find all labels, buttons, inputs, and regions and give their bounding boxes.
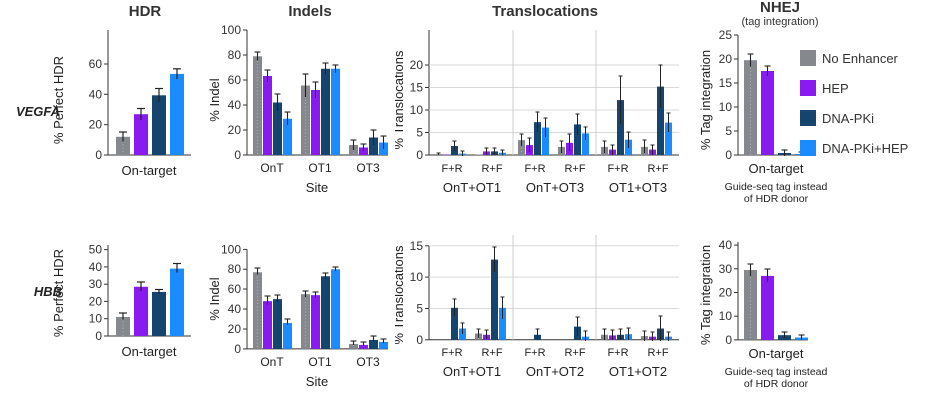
- svg-text:60: 60: [228, 282, 242, 296]
- svg-text:0: 0: [725, 148, 732, 162]
- svg-text:% Translocations: % Translocations: [395, 245, 406, 344]
- svg-text:Indels: Indels: [288, 3, 331, 20]
- svg-text:20: 20: [410, 58, 424, 72]
- svg-text:20: 20: [719, 286, 733, 300]
- svg-text:OnT: OnT: [260, 161, 284, 175]
- svg-text:0: 0: [725, 333, 732, 347]
- svg-text:40: 40: [228, 302, 242, 316]
- svg-text:R+F: R+F: [564, 347, 585, 359]
- svg-text:OnT: OnT: [260, 355, 284, 369]
- svg-text:OT3: OT3: [356, 161, 380, 175]
- svg-text:40: 40: [719, 238, 733, 252]
- svg-text:On-target: On-target: [122, 163, 177, 178]
- svg-text:60: 60: [89, 57, 103, 71]
- svg-text:OT1+OT2: OT1+OT2: [609, 364, 667, 379]
- svg-text:40: 40: [228, 98, 242, 112]
- svg-text:OnT+OT3: OnT+OT3: [526, 180, 584, 195]
- svg-text:NHEJ: NHEJ: [760, 0, 800, 16]
- svg-text:On-target: On-target: [749, 161, 804, 176]
- svg-text:5: 5: [725, 124, 732, 138]
- svg-text:% Tag integration: % Tag integration: [700, 245, 713, 345]
- svg-text:20: 20: [89, 294, 103, 308]
- svg-text:10: 10: [719, 309, 733, 323]
- svg-text:50: 50: [89, 243, 103, 257]
- svg-text:% Translocations: % Translocations: [395, 50, 406, 149]
- svg-text:15: 15: [410, 239, 424, 253]
- svg-text:30: 30: [89, 277, 103, 291]
- svg-text:Guide-seq tag instead: Guide-seq tag instead: [725, 366, 828, 378]
- svg-text:40: 40: [89, 260, 103, 274]
- svg-text:R+F: R+F: [481, 347, 502, 359]
- svg-text:OT1: OT1: [308, 355, 332, 369]
- svg-text:0: 0: [95, 329, 102, 343]
- svg-text:Site: Site: [306, 180, 328, 195]
- svg-text:10: 10: [410, 103, 424, 117]
- svg-text:Translocations: Translocations: [492, 3, 598, 20]
- svg-text:% Perfect HDR: % Perfect HDR: [51, 56, 66, 144]
- svg-text:25: 25: [719, 28, 733, 42]
- svg-text:F+R: F+R: [607, 347, 628, 359]
- svg-text:0: 0: [416, 148, 423, 162]
- svg-text:F+R: F+R: [524, 347, 545, 359]
- svg-text:OnT+OT1: OnT+OT1: [443, 364, 501, 379]
- svg-text:HDR: HDR: [129, 3, 162, 20]
- svg-text:No Enhancer: No Enhancer: [822, 51, 899, 66]
- svg-text:100: 100: [221, 242, 241, 256]
- svg-text:% Tag integration: % Tag integration: [700, 50, 713, 150]
- svg-text:0: 0: [234, 148, 241, 162]
- svg-text:On-target: On-target: [749, 346, 804, 361]
- svg-text:R+F: R+F: [647, 347, 668, 359]
- svg-text:% Indel: % Indel: [207, 277, 222, 320]
- svg-text:20: 20: [228, 322, 242, 336]
- svg-text:OT1+OT3: OT1+OT3: [609, 180, 667, 195]
- svg-text:15: 15: [719, 76, 733, 90]
- svg-text:0: 0: [95, 148, 102, 162]
- svg-text:15: 15: [410, 81, 424, 95]
- svg-text:OT1: OT1: [308, 161, 332, 175]
- svg-text:5: 5: [416, 302, 423, 316]
- svg-text:80: 80: [228, 262, 242, 276]
- svg-text:10: 10: [89, 312, 103, 326]
- svg-text:30: 30: [719, 262, 733, 276]
- svg-text:20: 20: [719, 52, 733, 66]
- svg-text:10: 10: [719, 100, 733, 114]
- svg-text:% Indel: % Indel: [207, 78, 222, 121]
- svg-text:5: 5: [416, 126, 423, 140]
- svg-text:0: 0: [416, 333, 423, 347]
- svg-text:DNA-PKi+HEP: DNA-PKi+HEP: [822, 141, 908, 156]
- svg-text:F+R: F+R: [441, 347, 462, 359]
- svg-text:F+R: F+R: [441, 163, 462, 175]
- svg-text:20: 20: [89, 118, 103, 132]
- svg-text:R+F: R+F: [481, 163, 502, 175]
- svg-text:DNA-PKi: DNA-PKi: [822, 111, 874, 126]
- svg-text:of HDR donor: of HDR donor: [744, 378, 809, 390]
- svg-text:100: 100: [221, 23, 241, 37]
- svg-text:of HDR donor: of HDR donor: [744, 193, 809, 205]
- svg-text:On-target: On-target: [122, 344, 177, 359]
- svg-text:0: 0: [234, 342, 241, 356]
- svg-text:20: 20: [228, 123, 242, 137]
- svg-text:80: 80: [228, 48, 242, 62]
- svg-text:HEP: HEP: [822, 81, 849, 96]
- svg-text:F+R: F+R: [607, 163, 628, 175]
- svg-text:(tag integration): (tag integration): [741, 16, 818, 28]
- svg-text:40: 40: [89, 87, 103, 101]
- svg-text:OT3: OT3: [356, 355, 380, 369]
- svg-text:10: 10: [410, 270, 424, 284]
- svg-text:60: 60: [228, 73, 242, 87]
- svg-text:OnT+OT1: OnT+OT1: [443, 180, 501, 195]
- svg-text:R+F: R+F: [647, 163, 668, 175]
- svg-text:F+R: F+R: [524, 163, 545, 175]
- svg-text:R+F: R+F: [564, 163, 585, 175]
- svg-text:% Perfect HDR: % Perfect HDR: [51, 249, 66, 337]
- svg-text:OnT+OT2: OnT+OT2: [526, 364, 584, 379]
- svg-text:Site: Site: [306, 374, 328, 389]
